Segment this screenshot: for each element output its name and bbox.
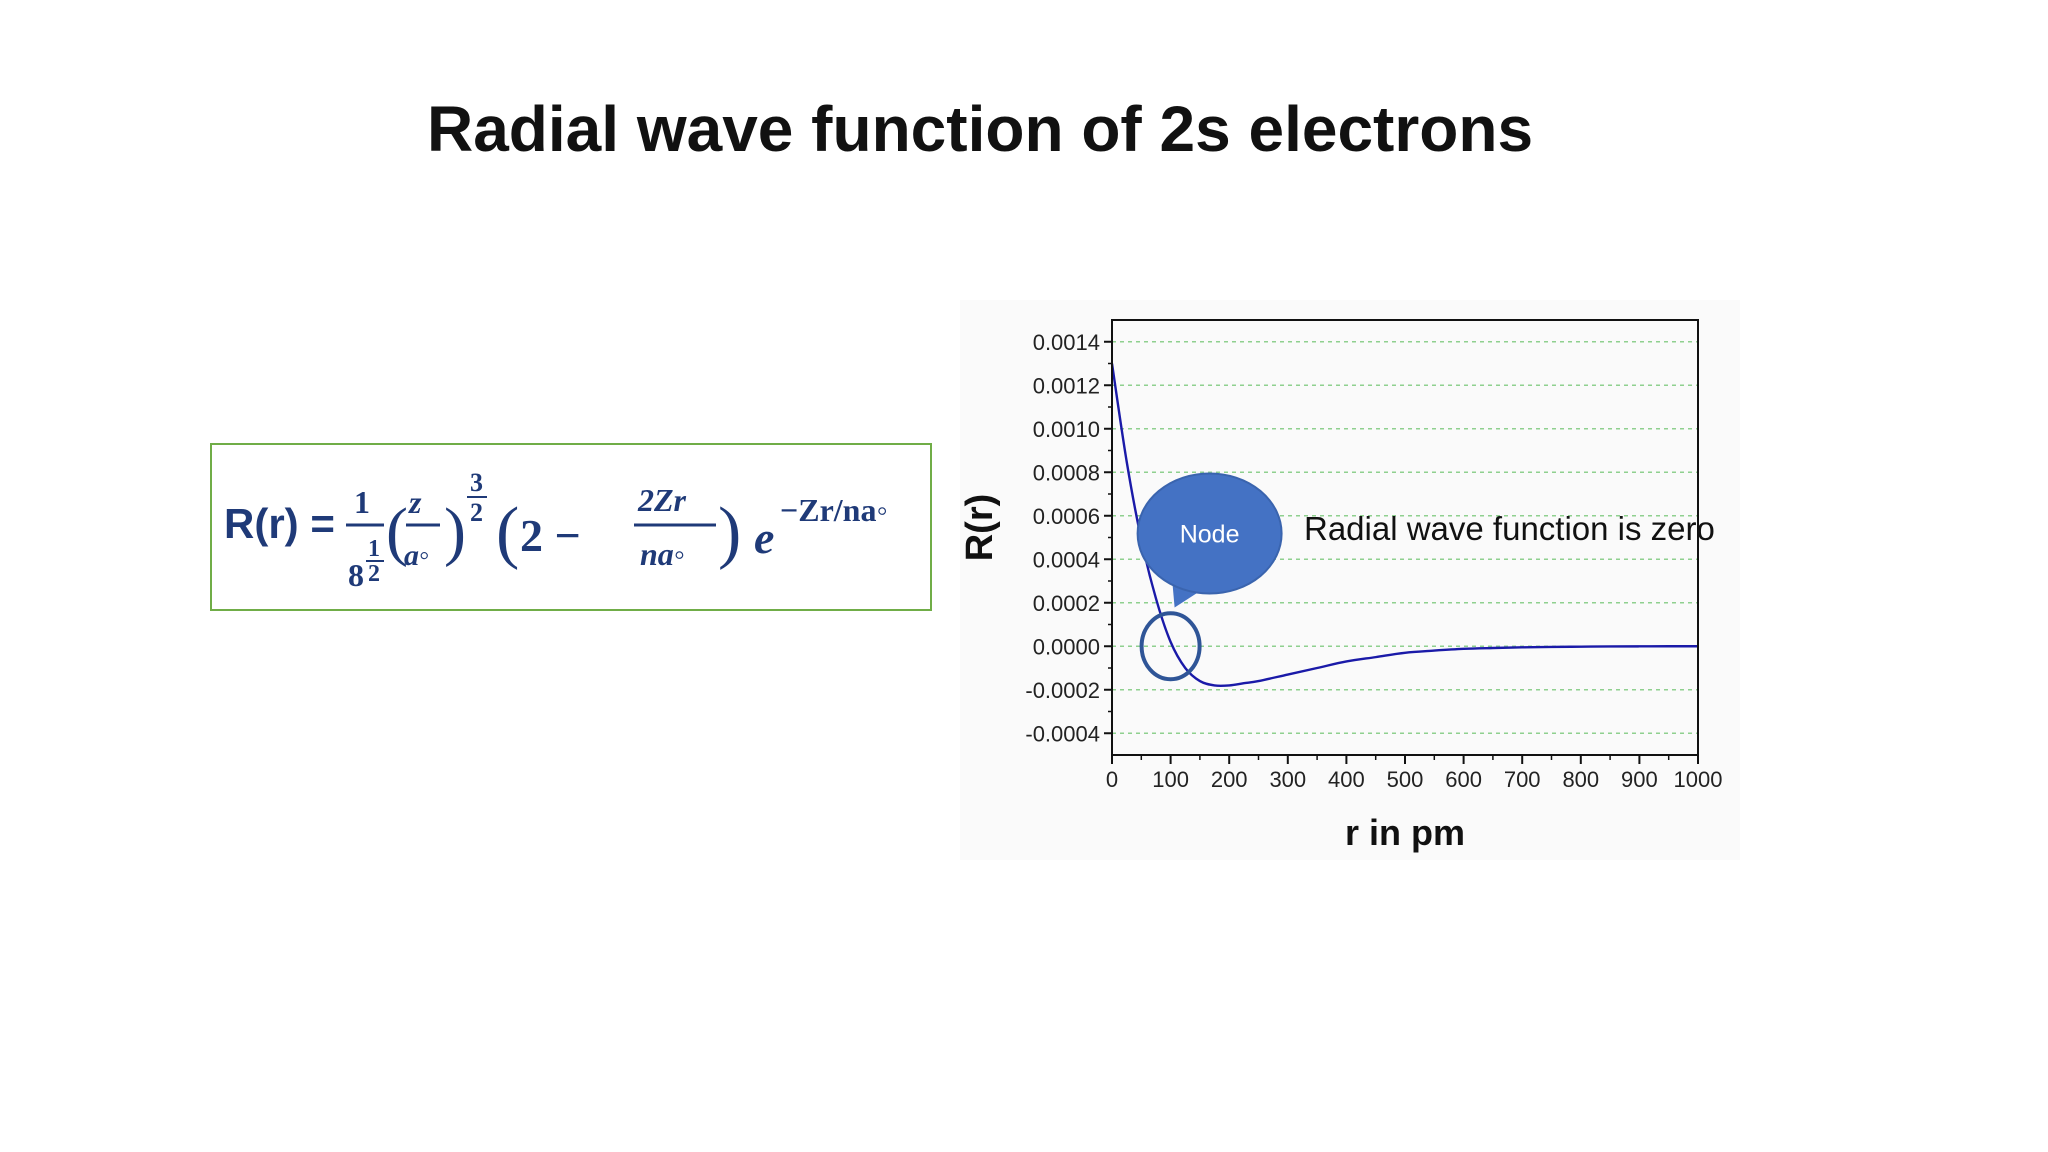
formula-box: R(r) = 1 8 1 2 ( z a◦ ) 3 2 ( 2 − 2Zr na… — [210, 443, 932, 611]
series-line — [1110, 363, 1699, 688]
y-tick-label: -0.0002 — [1025, 678, 1100, 703]
x-tick-label: 700 — [1504, 767, 1541, 792]
paren1-numerator: z — [408, 484, 422, 520]
y-tick-label: 0.0010 — [1033, 417, 1100, 442]
radial-wave-chart: 0.0014 0.0012 0.0010 0.0008 0.0006 0.0004 0.00… — [959, 300, 1740, 860]
y-tick-label: -0.0004 — [1025, 721, 1100, 746]
paren2-left-term: 2 − — [520, 510, 581, 561]
coef-exp-numerator: 1 — [368, 536, 380, 562]
paren2-close: ) — [718, 494, 741, 571]
node-bubble-label: Node — [1180, 521, 1240, 549]
paren1-denominator: a◦ — [404, 539, 430, 572]
y-tick-label: 0.0000 — [1033, 634, 1100, 659]
x-tick-label: 200 — [1211, 767, 1248, 792]
y-tick-label: 0.0008 — [1033, 460, 1100, 485]
x-tick-label: 900 — [1621, 767, 1658, 792]
x-tick-label: 800 — [1562, 767, 1599, 792]
coef-denominator-base: 8 — [348, 557, 364, 593]
coef-numerator: 1 — [354, 484, 370, 520]
paren1-close: ) — [444, 495, 466, 568]
x-tick-label: 0 — [1106, 767, 1118, 792]
node-callout: Node — [1136, 472, 1283, 682]
exp-base: e — [754, 512, 774, 563]
paren2-denominator: na◦ — [640, 536, 685, 572]
y-axis-label: R(r) — [960, 494, 1001, 562]
radial-wave-equation: R(r) = 1 8 1 2 ( z a◦ ) 3 2 ( 2 − 2Zr na… — [224, 468, 888, 593]
x-tick-label: 600 — [1445, 767, 1482, 792]
x-tick-label: 500 — [1387, 767, 1424, 792]
chart-area: 0.0014 0.0012 0.0010 0.0008 0.0006 0.0004 0.00… — [959, 300, 1740, 860]
x-tick-label: 400 — [1328, 767, 1365, 792]
slide-title: Radial wave function of 2s electrons — [426, 93, 1534, 165]
y-tick-label: 0.0012 — [1033, 373, 1100, 398]
y-tick-label: 0.0002 — [1033, 591, 1100, 616]
paren1-exp-denominator: 2 — [470, 498, 483, 527]
node-bubble — [1136, 472, 1283, 595]
x-tick-label: 1000 — [1674, 767, 1723, 792]
paren1-exp-numerator: 3 — [470, 468, 483, 497]
x-tick-label: 300 — [1269, 767, 1306, 792]
node-ring — [1139, 611, 1202, 682]
coef-exp-denominator: 2 — [368, 561, 380, 587]
x-axis-label: r in pm — [1345, 812, 1465, 853]
paren2-numerator: 2Zr — [637, 482, 687, 518]
y-tick-label: 0.0004 — [1033, 547, 1100, 572]
y-tick-label: 0.0014 — [1033, 330, 1100, 355]
formula-lhs: R(r) = — [224, 500, 335, 547]
exp-power: −Zr/na◦ — [780, 492, 888, 528]
plot-frame — [1111, 319, 1699, 756]
paren1-open: ( — [386, 495, 408, 568]
paren2-open: ( — [496, 494, 519, 571]
node-callout-text: Radial wave function is zero — [1304, 510, 1715, 547]
y-tick-label: 0.0006 — [1033, 504, 1100, 529]
x-tick-label: 100 — [1152, 767, 1189, 792]
